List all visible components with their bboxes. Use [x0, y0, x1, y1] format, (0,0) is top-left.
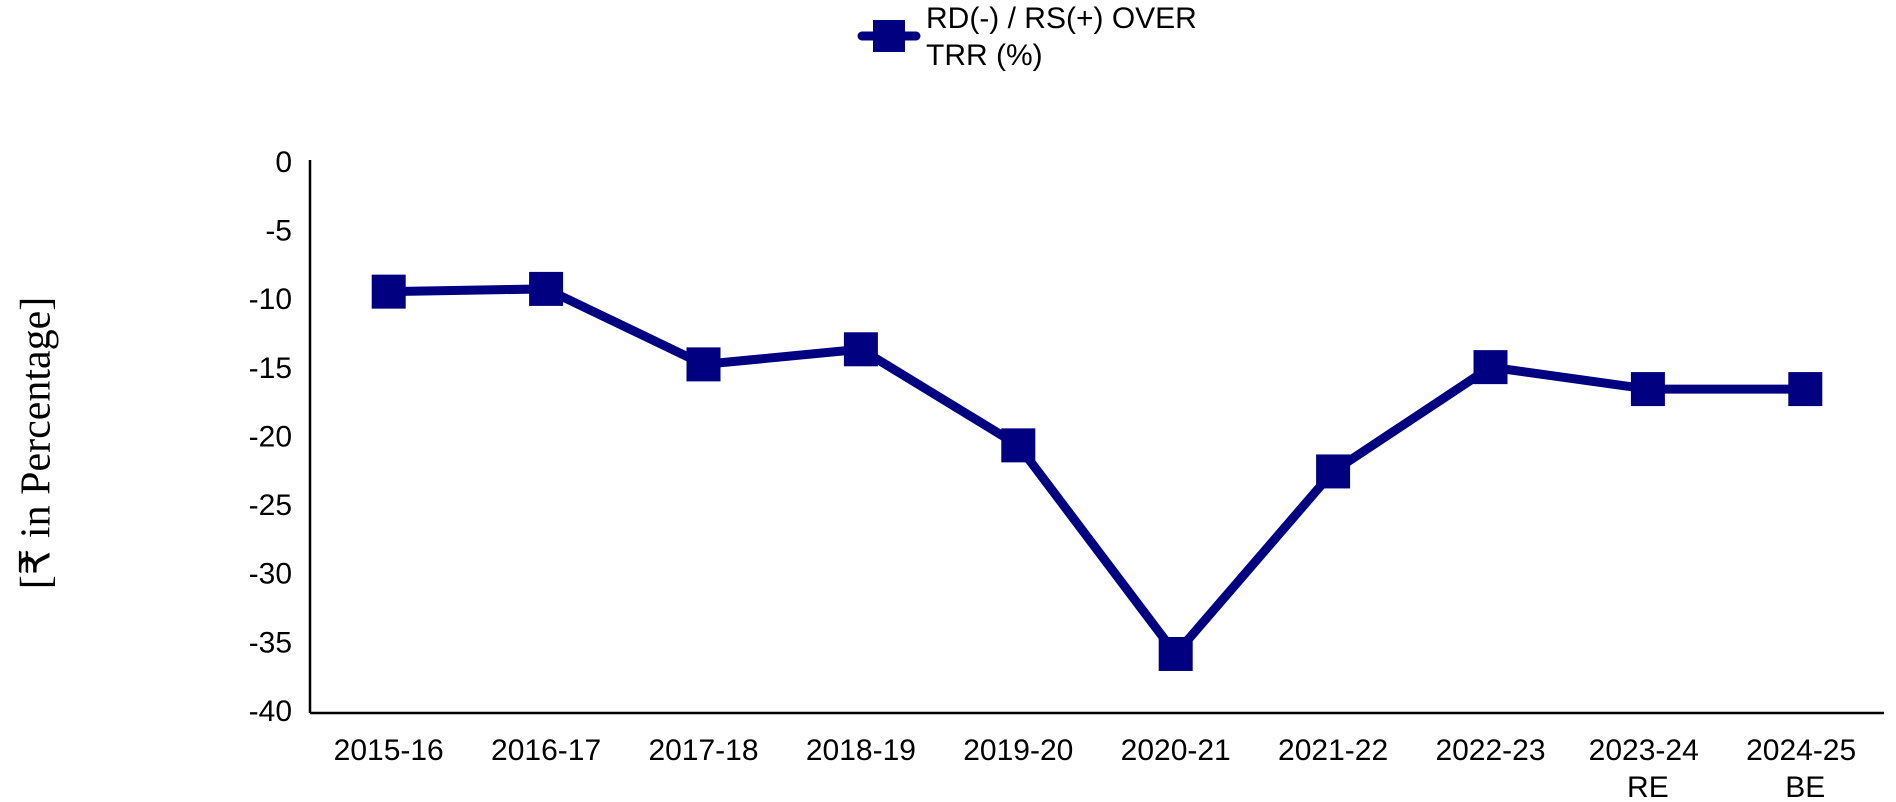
x-tick-label: 2019-20	[963, 734, 1073, 767]
y-tick-label: -20	[249, 420, 292, 453]
y-tick-label: -10	[249, 283, 292, 316]
y-tick-label: -35	[249, 626, 292, 659]
x-tick-label: 2018-19	[806, 734, 916, 767]
x-tick-label: 2021-22	[1278, 734, 1388, 767]
data-point	[843, 332, 878, 367]
x-tick-label: 2020-21	[1121, 734, 1231, 767]
data-point	[371, 274, 406, 309]
y-tick-label: -15	[249, 352, 292, 385]
y-axis-label: [₹ in Percentage]	[14, 297, 60, 590]
x-tick-label: 2015-16	[334, 734, 444, 767]
data-point	[1630, 372, 1665, 407]
legend-marker	[873, 20, 905, 52]
x-tick-label: 2024-25 BE	[1746, 734, 1864, 802]
x-tick-label: 2022-23	[1435, 734, 1545, 767]
legend-label: RD(-) / RS(+) OVER TRR (%)	[926, 2, 1197, 72]
y-tick-label: 0	[275, 146, 292, 179]
data-point	[686, 347, 721, 382]
y-tick-label: -5	[265, 215, 292, 248]
data-point	[1316, 454, 1351, 489]
data-point	[1788, 372, 1823, 407]
data-line	[388, 284, 1806, 659]
y-tick-label: -40	[249, 695, 292, 728]
data-point	[1158, 636, 1193, 671]
y-tick-label: -25	[249, 489, 292, 522]
data-point	[529, 271, 564, 306]
data-point	[1001, 428, 1036, 463]
x-tick-label: 2023-24 RE	[1589, 734, 1707, 802]
x-tick-label: 2017-18	[648, 734, 758, 767]
x-tick-label: 2016-17	[491, 734, 601, 767]
data-point	[1473, 350, 1508, 385]
y-tick-label: -30	[249, 558, 292, 591]
